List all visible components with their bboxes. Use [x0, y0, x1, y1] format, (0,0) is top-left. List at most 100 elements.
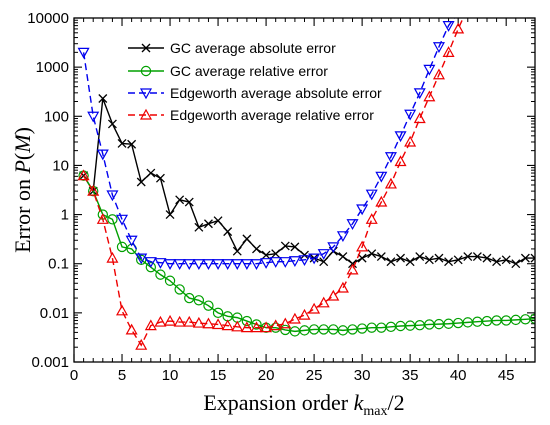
data-point	[432, 42, 445, 53]
data-point	[164, 259, 177, 270]
data-point	[327, 289, 340, 301]
data-point	[463, 252, 473, 261]
data-point	[442, 46, 455, 57]
data-point	[501, 255, 511, 265]
data-point	[155, 269, 166, 280]
data-point	[106, 190, 119, 202]
data-point	[404, 135, 417, 147]
data-point	[396, 253, 406, 263]
data-point	[164, 275, 176, 286]
data-point	[173, 259, 186, 270]
data-point	[346, 219, 359, 231]
data-point	[77, 47, 90, 59]
x-tick-label: 5	[118, 367, 126, 384]
data-point	[384, 177, 397, 189]
data-point	[386, 257, 396, 267]
data-point	[183, 315, 196, 327]
y-tick-label: 0.1	[48, 256, 69, 273]
data-point	[530, 253, 535, 263]
data-point	[444, 257, 454, 267]
legend-marker	[141, 43, 151, 53]
data-point	[452, 22, 465, 34]
data-point	[520, 253, 530, 263]
data-point	[144, 319, 157, 331]
data-point	[96, 149, 109, 161]
data-point	[482, 253, 492, 263]
y-tick-label: 1	[61, 207, 69, 224]
data-point	[203, 300, 214, 311]
data-point	[116, 304, 129, 316]
data-point	[338, 252, 348, 261]
data-point	[154, 258, 167, 269]
data-point	[492, 257, 502, 267]
data-point	[183, 259, 196, 270]
data-point	[107, 214, 118, 225]
data-point	[423, 64, 436, 76]
y-tick-label: 0.001	[31, 354, 69, 371]
y-tick-label: 10	[52, 157, 69, 174]
data-point	[394, 131, 407, 143]
data-point	[432, 68, 445, 80]
data-point	[127, 139, 137, 149]
data-point	[319, 257, 329, 267]
data-point	[413, 88, 426, 100]
data-point	[203, 219, 213, 229]
data-point	[221, 259, 234, 270]
data-point	[173, 315, 186, 327]
data-point	[164, 314, 177, 326]
legend-marker-shape	[141, 43, 151, 53]
data-point	[146, 168, 156, 178]
data-point	[174, 284, 185, 295]
y-tick-label: 10000	[27, 10, 69, 27]
data-point	[365, 213, 378, 224]
x-tick-label: 25	[306, 367, 323, 384]
data-point	[279, 257, 292, 268]
legend-marker	[139, 88, 153, 100]
data-point	[221, 319, 234, 331]
data-point	[423, 90, 436, 102]
data-point	[442, 21, 455, 32]
data-point	[424, 255, 434, 265]
data-point	[336, 281, 349, 293]
data-point	[384, 152, 397, 164]
x-tick-label: 35	[402, 367, 419, 384]
data-point	[472, 252, 482, 261]
x-tick-label: 10	[162, 367, 179, 384]
series-line-edgeworth-relative	[83, 18, 464, 347]
data-point	[125, 235, 138, 247]
data-point	[107, 119, 117, 129]
x-tick-label: 0	[70, 367, 78, 384]
legend-label-edgeworth-absolute: Edgeworth average absolute error	[170, 85, 382, 101]
data-point	[317, 249, 330, 260]
legend: GC average absolute error GC average rel…	[128, 40, 382, 123]
x-tick-label: 45	[498, 367, 515, 384]
data-point	[260, 321, 273, 333]
series-line-edgeworth-absolute	[82, 18, 455, 265]
data-point	[251, 319, 262, 330]
data-point	[298, 255, 311, 267]
data-point	[240, 259, 253, 270]
data-point	[116, 214, 129, 226]
data-point	[194, 222, 204, 232]
data-point	[308, 253, 321, 265]
data-point	[290, 242, 300, 252]
data-point	[232, 246, 242, 256]
series-edgeworth-relative	[77, 18, 465, 350]
data-point	[223, 227, 233, 237]
plot-frame	[73, 17, 536, 363]
legend-marker-shape	[140, 65, 152, 77]
data-point	[98, 94, 108, 103]
data-point	[280, 241, 290, 251]
data-point	[453, 255, 463, 265]
data-point	[269, 319, 282, 331]
data-point	[154, 315, 167, 327]
data-point	[250, 259, 263, 270]
data-point	[165, 210, 175, 220]
series-line-gc-absolute	[83, 98, 535, 265]
data-point	[87, 111, 100, 123]
data-point	[193, 295, 205, 306]
data-point	[405, 257, 415, 267]
data-point	[202, 317, 215, 329]
x-axis-label: Expansion order kmax/2	[203, 390, 404, 419]
